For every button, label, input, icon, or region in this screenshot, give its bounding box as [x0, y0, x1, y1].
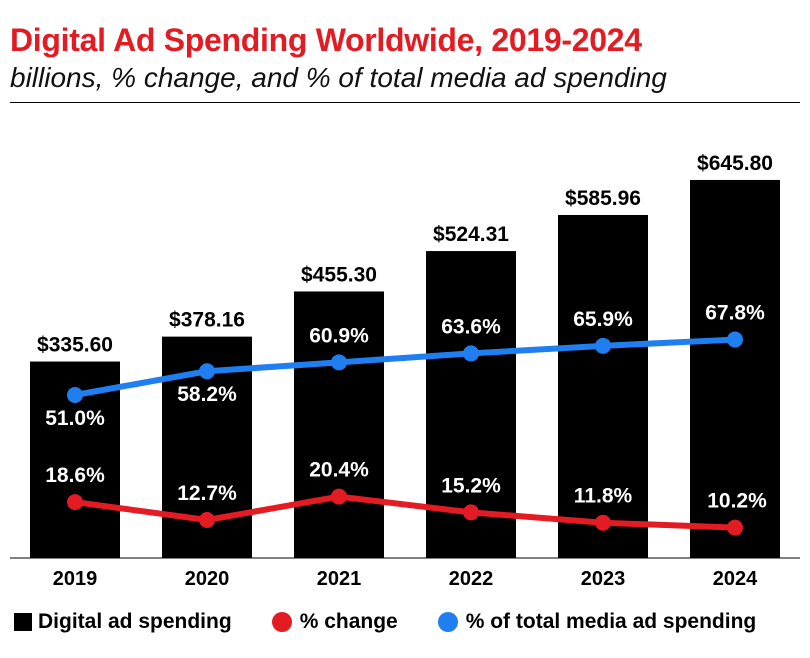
legend-item-share: % of total media ad spending — [437, 610, 757, 634]
chart-subtitle: billions, % change, and % of total media… — [10, 62, 667, 93]
bar-label-2024: $645.80 — [697, 152, 773, 175]
legend-item-change: % change — [271, 610, 398, 634]
change-point-2024 — [727, 519, 743, 536]
bar-label-2023: $585.96 — [565, 187, 641, 210]
x-tick-2019: 2019 — [53, 568, 98, 590]
chart: $335.60 $378.16 $455.30 $524.31 $585.96 $645.… — [10, 152, 800, 590]
legend: Digital ad spending % change % of total … — [14, 610, 756, 634]
bar-label-2020: $378.16 — [169, 309, 245, 332]
share-label-2022: 63.6% — [441, 315, 501, 338]
change-point-2020 — [199, 512, 215, 528]
share-point-2021 — [331, 354, 347, 371]
change-point-2022 — [463, 504, 479, 521]
bar-label-2021: $455.30 — [301, 263, 377, 286]
legend-label-share: % of total media ad spending — [465, 610, 757, 633]
share-line — [74, 336, 736, 398]
change-label-2021: 20.4% — [309, 459, 369, 482]
legend-swatch-change — [271, 612, 292, 632]
change-point-2023 — [595, 514, 611, 531]
x-tick-2022: 2022 — [449, 568, 494, 590]
change-point-2021 — [331, 488, 347, 505]
change-label-2022: 15.2% — [441, 474, 501, 497]
bar-label-2022: $524.31 — [433, 223, 509, 246]
share-point-2024 — [727, 331, 743, 348]
bar-label-2019: $335.60 — [37, 334, 113, 357]
share-label-2023: 65.9% — [573, 308, 633, 331]
legend-item-spending: Digital ad spending — [14, 610, 232, 634]
legend-swatch-spending — [14, 613, 32, 631]
share-point-2020 — [199, 363, 215, 380]
share-label-2024: 67.8% — [705, 302, 765, 325]
legend-label-spending: Digital ad spending — [38, 610, 232, 633]
change-label-2019: 18.6% — [45, 464, 105, 487]
change-point-2019 — [67, 494, 83, 511]
bar-2024 — [690, 179, 780, 559]
x-tick-2024: 2024 — [713, 568, 758, 590]
share-label-2021: 60.9% — [309, 324, 369, 347]
share-label-2020: 58.2% — [177, 383, 237, 406]
change-line — [74, 493, 736, 531]
legend-swatch-share — [437, 612, 458, 632]
x-tick-2021: 2021 — [317, 568, 362, 590]
bar-2023 — [558, 214, 648, 559]
bar-2021 — [294, 291, 384, 558]
title-divider — [10, 102, 800, 103]
share-point-2019 — [67, 387, 83, 403]
change-label-2024: 10.2% — [707, 490, 767, 513]
x-tick-2020: 2020 — [185, 568, 230, 590]
legend-label-change: % change — [299, 610, 398, 633]
change-label-2020: 12.7% — [177, 482, 237, 505]
share-point-2023 — [595, 337, 611, 354]
share-point-2022 — [463, 345, 479, 362]
share-label-2019: 51.0% — [45, 407, 105, 430]
x-tick-2023: 2023 — [581, 568, 626, 590]
chart-title: Digital Ad Spending Worldwide, 2019-2024 — [10, 22, 642, 58]
change-label-2023: 11.8% — [574, 485, 633, 508]
